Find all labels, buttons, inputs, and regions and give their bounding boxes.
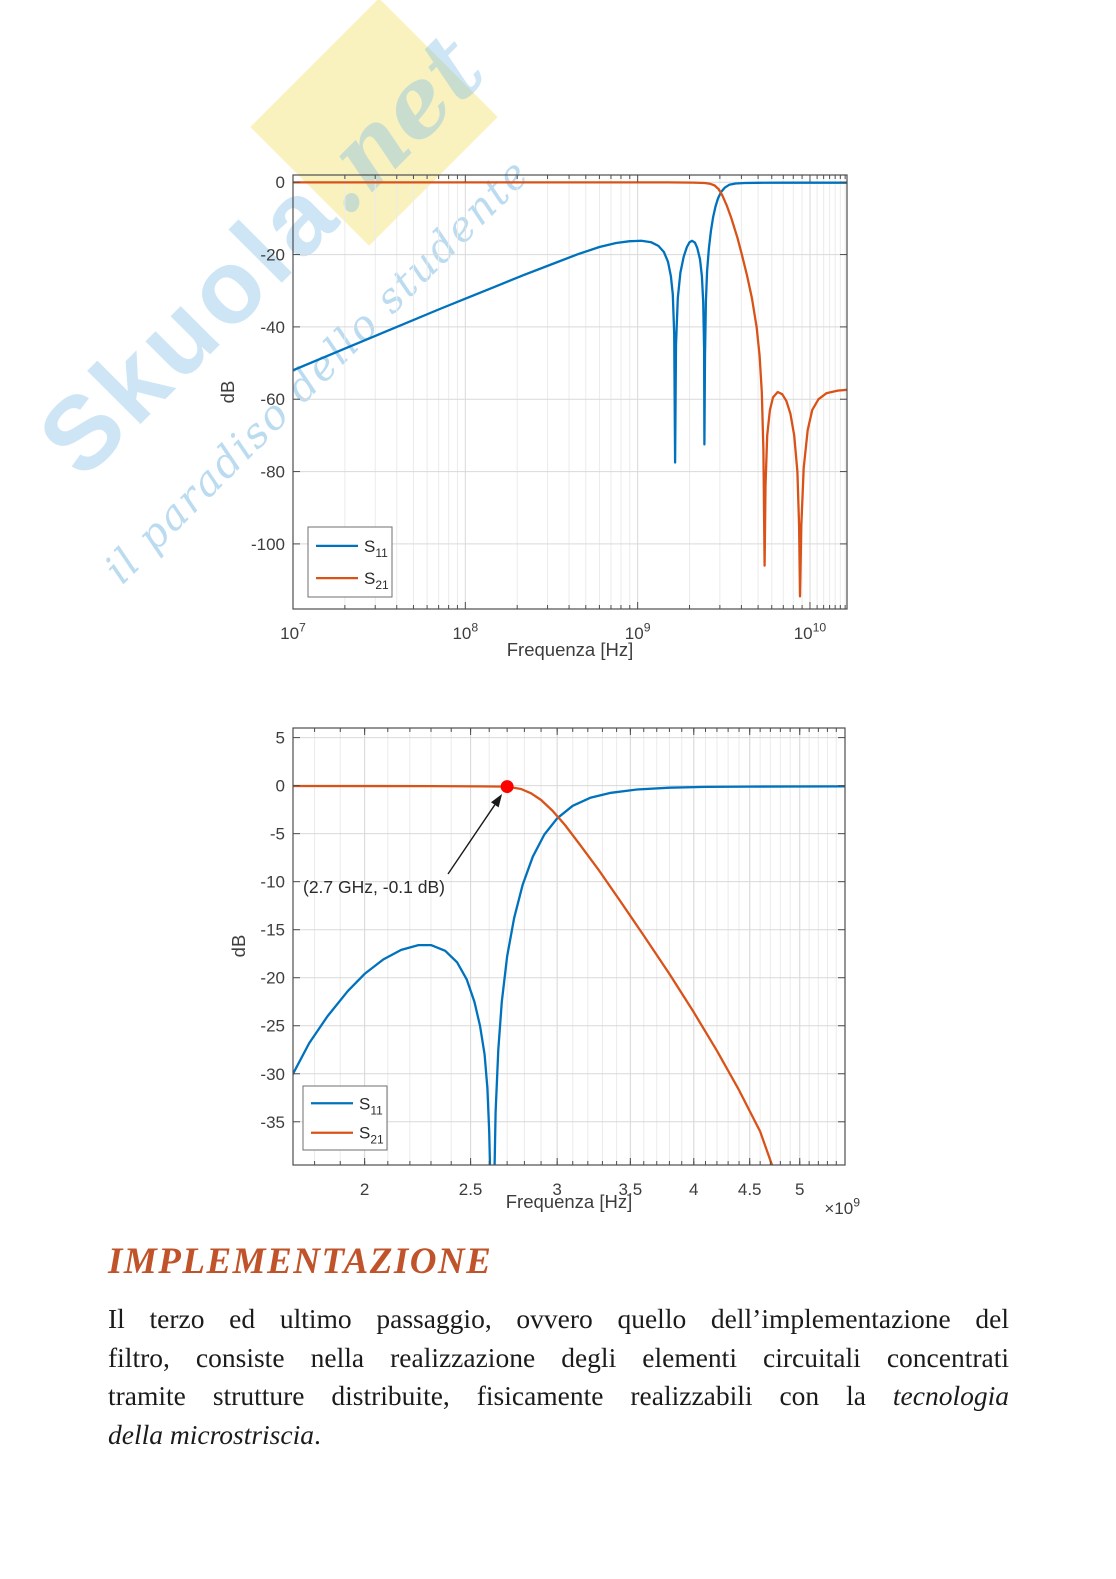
body-paragraph: Il terzo ed ultimo passaggio, ovvero que…: [108, 1300, 1009, 1454]
y-axis-label: dB: [228, 935, 249, 958]
x-tick-label: 3.5: [619, 1180, 643, 1199]
x-axis-label: Frequenza [Hz]: [507, 639, 633, 660]
legend-label: S21: [359, 1124, 384, 1147]
annotation-marker: [500, 780, 514, 794]
curve-s21: [293, 181, 847, 598]
curve-s21: [293, 784, 774, 1165]
x-tick-label: 4: [689, 1180, 698, 1199]
y-tick-label: -100: [251, 535, 285, 554]
plot-frame: [292, 727, 846, 1166]
annotation-text: (2.7 GHz, -0.1 dB): [303, 877, 445, 897]
x-tick-label: 107: [280, 620, 306, 643]
x-tick-label: 2.5: [459, 1180, 483, 1199]
x-tick-label: 108: [452, 620, 478, 643]
y-tick-label: 5: [276, 729, 285, 748]
y-tick-label: -25: [260, 1017, 285, 1036]
x-axis-label: Frequenza [Hz]: [506, 1191, 632, 1212]
legend-label: S11: [359, 1094, 383, 1117]
x-tick-label: 5: [795, 1180, 804, 1199]
y-tick-label: -5: [270, 825, 285, 844]
y-tick-label: -20: [260, 969, 285, 988]
x-axis-multiplier: ×109: [824, 1195, 860, 1218]
plot-frame: [292, 174, 848, 610]
watermark-brand-word: Skuola: [16, 153, 362, 499]
y-tick-label: -15: [260, 921, 285, 940]
x-tick-label: 109: [625, 620, 651, 643]
annotation-arrowhead: [490, 794, 503, 808]
legend-label: S11: [364, 537, 388, 560]
x-tick-label: 2: [360, 1180, 369, 1199]
x-tick-label: 3: [552, 1180, 561, 1199]
paragraph-line: Il terzo ed ultimo passaggio, ovvero que…: [108, 1303, 1009, 1334]
y-tick-label: -30: [260, 1065, 285, 1084]
y-axis-label: dB: [217, 381, 238, 404]
curve-s11: [293, 785, 845, 1165]
y-tick-label: -35: [260, 1113, 285, 1132]
y-tick-label: -10: [260, 873, 285, 892]
x-tick-label: 4.5: [738, 1180, 762, 1199]
paragraph-line: della microstriscia.: [108, 1418, 321, 1450]
paragraph-line: filtro, consiste nella realizzazione deg…: [108, 1341, 1009, 1373]
chart-passband-detail: 5 0 -5 -10 -15 -20 -25 -30 -35 2 2.5 3 3.5 4 4.5 5 ×109 F…: [228, 727, 860, 1218]
paragraph-line: tramite strutture distribuite, fisicamen…: [108, 1380, 1009, 1411]
y-tick-label: -80: [260, 463, 285, 482]
legend-label: S21: [364, 569, 389, 592]
y-tick-label: 0: [276, 777, 285, 796]
x-tick-label: 1010: [794, 620, 827, 643]
section-heading: IMPLEMENTAZIONE: [108, 1241, 493, 1282]
